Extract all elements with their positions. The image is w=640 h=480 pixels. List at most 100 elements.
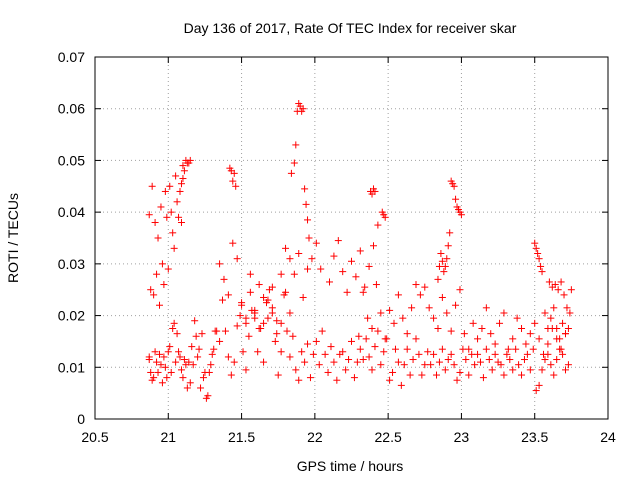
data-point [538,366,546,374]
data-point [167,208,175,216]
data-point [440,268,448,276]
data-point [456,286,464,294]
data-point [150,291,158,299]
data-point [289,332,297,340]
data-point [446,229,454,237]
data-point [444,356,452,364]
data-point [166,343,174,351]
data-point [268,283,276,291]
data-point [238,299,246,307]
data-point [443,309,451,317]
data-point [438,345,446,353]
data-point [224,353,232,361]
data-point [474,350,482,358]
data-point [242,366,250,374]
data-point [227,371,235,379]
data-point [364,314,372,322]
data-point [304,265,312,273]
data-point [386,376,394,384]
data-point [456,368,464,376]
data-point [260,358,268,366]
data-point [564,325,572,332]
data-point [437,250,445,258]
data-point [172,172,180,180]
data-point [482,345,490,353]
data-point [290,159,298,167]
data-point [312,337,320,345]
data-point [176,353,184,361]
data-point [447,327,455,335]
data-point [544,340,552,348]
data-point [560,291,568,299]
data-point [430,314,438,322]
data-point [520,356,528,364]
data-point [541,356,549,364]
data-point [462,356,470,364]
data-point [185,358,193,366]
data-point [199,374,207,382]
data-point [553,356,561,364]
data-point [292,141,300,149]
data-point [452,301,460,309]
data-point [220,275,228,283]
data-point [282,244,290,252]
data-point [478,325,486,332]
data-point [309,350,317,358]
data-point [169,229,177,237]
data-point [443,255,451,263]
data-point [148,182,156,190]
data-point [438,293,446,301]
data-point [301,185,309,193]
y-tick-label: 0.01 [58,359,85,375]
data-point [553,325,561,332]
data-point [148,376,156,384]
y-tick-label: 0.06 [58,101,85,117]
data-point [465,345,473,353]
data-point [151,218,159,226]
data-point [380,348,388,356]
data-point [246,270,254,278]
grid-lines [95,57,608,419]
data-point [334,237,342,245]
data-point [438,257,446,265]
data-point [425,304,433,312]
y-tick-label: 0.02 [58,308,85,324]
data-point [403,345,411,353]
data-point [230,169,238,177]
data-point [170,244,178,252]
data-point [556,345,564,353]
data-point [374,327,382,335]
data-point [361,283,369,291]
data-point [255,325,263,332]
data-point [547,361,555,369]
data-point [147,286,155,294]
data-point [260,293,268,301]
x-axis-label: GPS time / hours [297,458,404,474]
data-point [412,281,420,289]
data-point [468,350,476,358]
data-point [221,327,229,335]
data-point [283,327,291,335]
data-point [186,156,194,164]
data-point [567,286,575,294]
data-point [381,213,389,221]
data-point [207,361,215,369]
data-point [194,353,202,361]
data-point [509,366,517,374]
data-point [173,330,181,338]
data-point [500,309,508,317]
data-point [564,361,572,369]
data-point [208,350,216,358]
data-point [191,317,199,325]
data-point [556,335,564,343]
data-point [327,343,335,351]
data-points [145,100,575,402]
data-point [394,291,402,299]
data-point [412,335,420,343]
data-point [273,317,281,325]
x-tick-label: 23.5 [521,429,548,445]
data-point [406,371,414,379]
data-point [301,358,309,366]
data-point [158,260,166,268]
data-point [151,348,159,356]
